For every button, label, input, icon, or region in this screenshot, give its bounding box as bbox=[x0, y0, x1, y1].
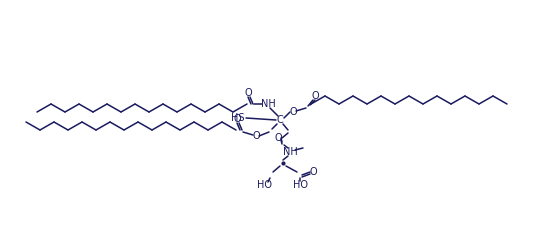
Text: NH: NH bbox=[282, 147, 298, 157]
Text: O: O bbox=[244, 88, 252, 98]
Text: C: C bbox=[276, 115, 283, 125]
Text: O: O bbox=[311, 91, 319, 101]
Text: HO: HO bbox=[256, 180, 272, 190]
Text: O: O bbox=[274, 133, 282, 143]
Text: HS: HS bbox=[231, 113, 245, 123]
Text: O: O bbox=[252, 131, 260, 141]
Text: O: O bbox=[233, 114, 241, 124]
Text: NH: NH bbox=[261, 99, 275, 109]
Text: HO: HO bbox=[293, 180, 307, 190]
Text: O: O bbox=[309, 167, 317, 177]
Text: O: O bbox=[289, 107, 297, 117]
